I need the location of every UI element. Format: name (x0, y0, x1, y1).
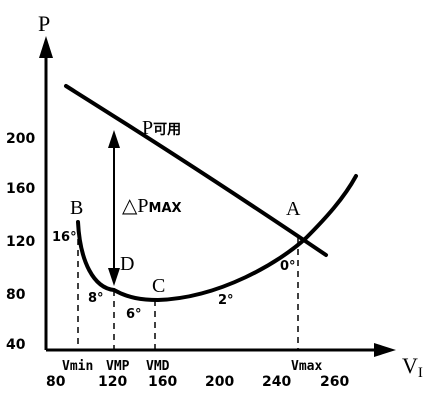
y-axis-arrowhead (39, 36, 53, 58)
available-power-label: P可用 (142, 117, 181, 139)
vmin-label: Vmin (62, 359, 93, 374)
x-tick-label-160: 160 (148, 374, 177, 390)
delta-arrow-down-head (108, 268, 120, 286)
x-tick-label-200: 200 (205, 374, 234, 390)
vmd-label: VMD (146, 359, 170, 374)
y-tick-label-120: 120 (6, 234, 35, 250)
required-power-curve (76, 174, 358, 303)
point-d-label: D (120, 253, 134, 275)
x-axis-label: VI (402, 353, 423, 381)
angle-mid-label: 2° (218, 293, 234, 308)
vmax-label: Vmax (291, 359, 322, 374)
delta-arrow-up-head (108, 130, 120, 148)
point-b-label: B (70, 197, 83, 219)
y-tick-label-40: 40 (6, 337, 26, 353)
y-tick-label-80: 80 (6, 287, 26, 303)
y-axis-label: P (38, 11, 50, 36)
y-tick-label-160: 160 (6, 181, 35, 197)
x-axis-arrowhead (374, 343, 396, 357)
angle-b-label: 16° (52, 230, 77, 245)
point-c-label: C (152, 275, 165, 297)
available-power-curve (64, 84, 328, 257)
delta-pmax-label: △PMAX (122, 195, 182, 217)
angle-a-label: 0° (280, 259, 296, 274)
angle-vmp-label: 8° (88, 291, 104, 306)
x-tick-label-240: 240 (262, 374, 291, 390)
x-tick-label-80: 80 (46, 374, 66, 390)
point-a-label: A (286, 198, 301, 220)
x-tick-label-120: 120 (98, 374, 127, 390)
y-tick-label-200: 200 (6, 131, 35, 147)
angle-c-label: 6° (126, 307, 142, 322)
vmp-label: VMP (106, 359, 130, 374)
x-tick-label-260: 260 (320, 374, 349, 390)
